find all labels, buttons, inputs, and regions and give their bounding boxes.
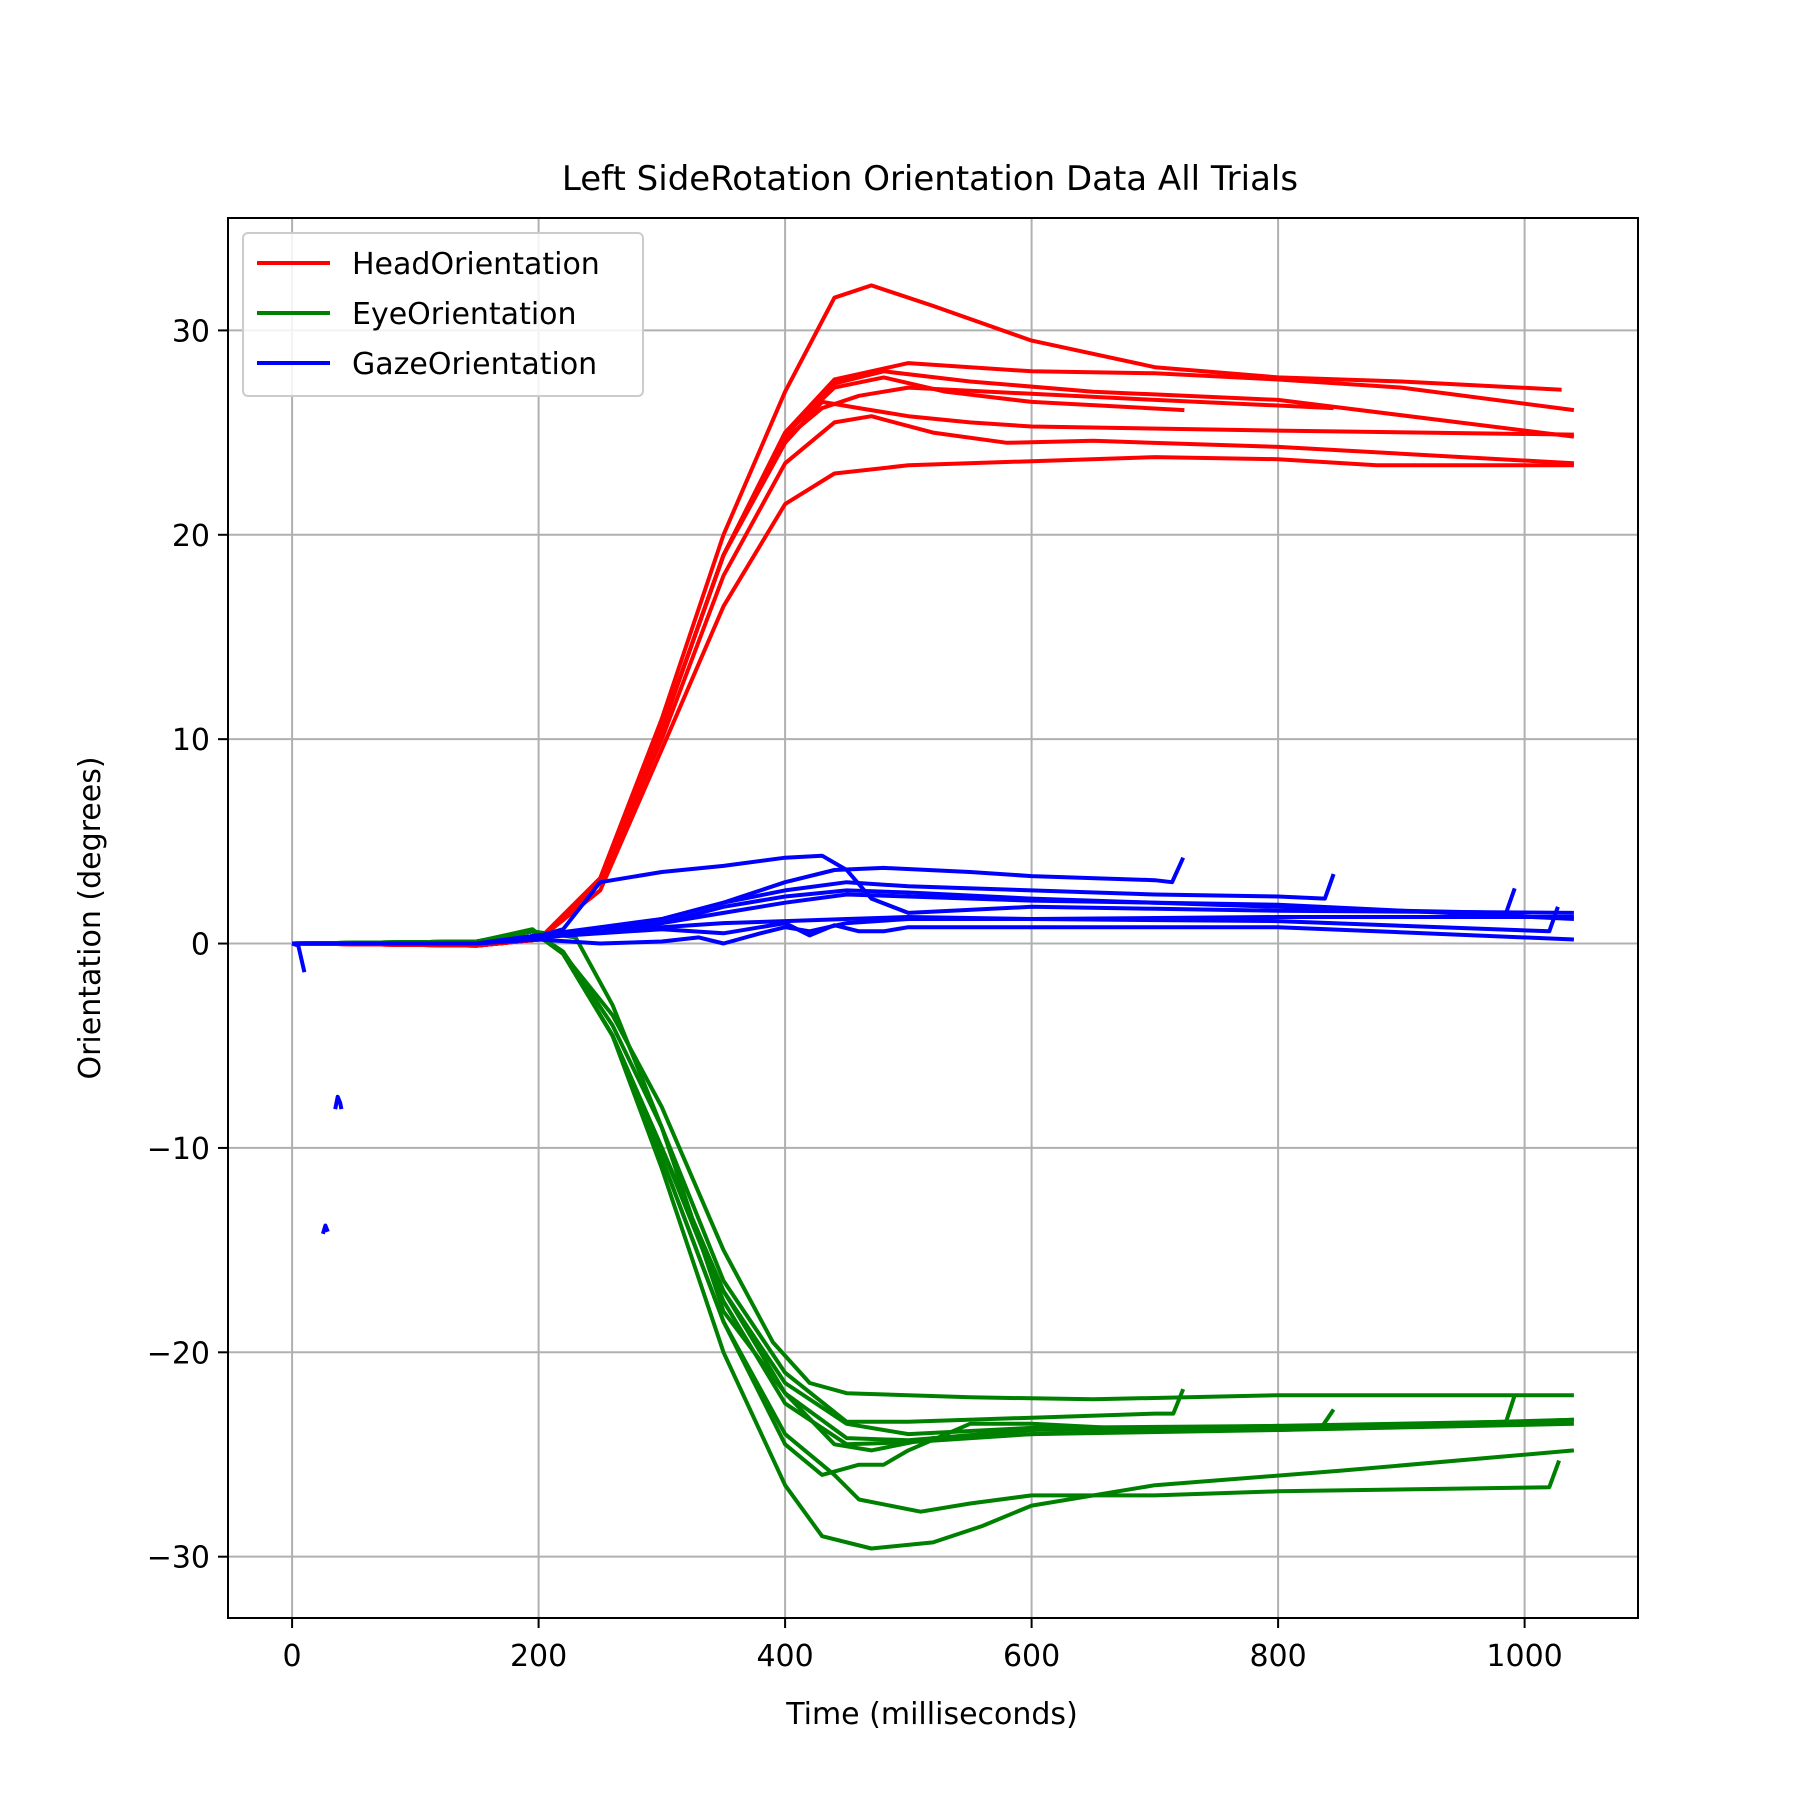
y-tick-label: 10 — [172, 723, 210, 758]
x-tick-label: 600 — [1003, 1639, 1060, 1674]
y-tick-label: 0 — [191, 928, 210, 963]
y-axis: −30 −20 −10 0 10 20 30 — [147, 314, 228, 1576]
x-tick-label: 0 — [283, 1639, 302, 1674]
legend-label: GazeOrientation — [352, 347, 597, 382]
gaze-series-line-19 — [320, 1223, 330, 1235]
gaze-series-line-28 — [292, 915, 1574, 946]
y-tick-label: −20 — [147, 1336, 210, 1371]
y-tick-label: −30 — [147, 1541, 210, 1576]
eye-series-line-14 — [292, 929, 1574, 1453]
x-tick-label: 800 — [1249, 1639, 1306, 1674]
legend: HeadOrientation EyeOrientation GazeOrienta… — [242, 232, 644, 397]
legend-label: HeadOrientation — [352, 247, 600, 282]
x-axis-label: Time (milliseconds) — [785, 1697, 1078, 1732]
grid-lines — [228, 218, 1638, 1618]
gaze-series-line-20 — [333, 1094, 344, 1110]
eye-series-line-17 — [292, 929, 1575, 1551]
x-axis: 0 200 400 600 800 1000 — [283, 1618, 1563, 1674]
plot-frame — [227, 217, 1639, 1619]
chart-title: Left SideRotation Orientation Data All T… — [562, 159, 1298, 199]
x-tick-label: 400 — [756, 1639, 813, 1674]
plot-lines — [291, 283, 1575, 1551]
y-tick-label: 20 — [172, 519, 210, 554]
legend-label: EyeOrientation — [352, 297, 577, 332]
gaze-series-line-27 — [292, 921, 1574, 946]
y-tick-label: −10 — [147, 1132, 210, 1167]
y-tick-label: 30 — [172, 314, 210, 349]
legend-box — [242, 232, 644, 397]
x-tick-label: 1000 — [1486, 1639, 1562, 1674]
x-tick-label: 200 — [510, 1639, 567, 1674]
y-axis-label: Orientation (degrees) — [73, 756, 108, 1079]
